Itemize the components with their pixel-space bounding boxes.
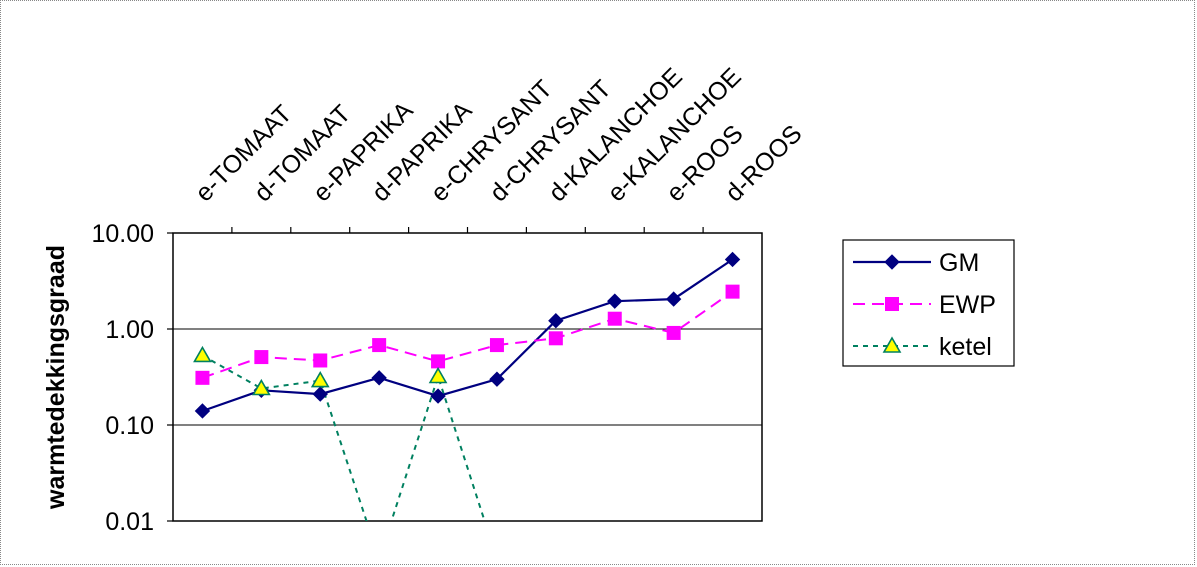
legend-label-gm: GM — [939, 249, 979, 277]
data-point-ewp — [725, 284, 740, 299]
data-point-gm — [489, 371, 505, 387]
legend-label-ketel: ketel — [939, 333, 992, 361]
data-point-gm — [194, 403, 211, 419]
legend-marker-gm — [884, 254, 900, 270]
y-tick-label: 0.10 — [105, 412, 154, 440]
data-point-ketel — [193, 345, 212, 363]
series-line-ketel — [201, 354, 486, 521]
data-point-ewp — [195, 370, 210, 385]
y-tick-label: 0.01 — [105, 508, 154, 536]
data-point-gm — [430, 388, 446, 404]
legend: GM EWP ketel — [842, 239, 1015, 367]
data-point-ketel — [310, 370, 330, 388]
data-point-gm — [724, 251, 741, 268]
legend-marker-ketel — [882, 336, 902, 353]
data-point-ewp — [431, 354, 446, 369]
data-point-gm — [371, 370, 387, 386]
data-point-gm — [312, 386, 328, 402]
legend-label-ewp: EWP — [939, 291, 996, 319]
data-point-ewp — [313, 353, 328, 368]
data-point-ewp — [666, 325, 681, 340]
series-line-gm — [202, 258, 734, 413]
data-point-ewp — [254, 350, 269, 365]
data-point-ewp — [548, 331, 563, 346]
data-point-ketel — [428, 366, 448, 384]
y-axis-label: warmtedekkingsgraad — [42, 245, 70, 510]
data-point-ketel — [251, 378, 271, 396]
data-point-gm — [665, 291, 682, 307]
data-point-ewp — [607, 311, 622, 326]
series-line-ewp — [202, 290, 734, 379]
data-point-ewp — [372, 338, 387, 353]
data-point-ewp — [489, 338, 504, 353]
y-tick-label: 10.00 — [91, 220, 154, 248]
plot-area-border — [172, 232, 763, 522]
data-point-gm — [548, 313, 564, 329]
legend-marker-ewp — [885, 297, 899, 311]
data-point-gm — [607, 293, 623, 309]
y-tick-label: 1.00 — [105, 316, 154, 344]
